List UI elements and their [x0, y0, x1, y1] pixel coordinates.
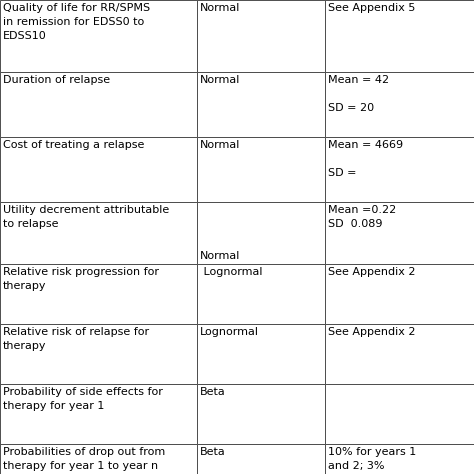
Text: Relative risk of relapse for
therapy: Relative risk of relapse for therapy	[3, 327, 149, 351]
Text: Lognormal: Lognormal	[200, 327, 258, 337]
Bar	[197, 0, 325, 72]
Bar	[325, 324, 474, 384]
Bar	[325, 264, 474, 324]
Bar	[0, 72, 197, 137]
Bar	[325, 137, 474, 202]
Bar	[197, 264, 325, 324]
Bar	[0, 444, 197, 474]
Text: Beta: Beta	[200, 447, 225, 457]
Bar	[325, 202, 474, 264]
Text: See Appendix 5: See Appendix 5	[328, 3, 415, 13]
Text: Mean = 42

SD = 20: Mean = 42 SD = 20	[328, 75, 389, 113]
Bar	[0, 384, 197, 444]
Bar	[197, 137, 325, 202]
Bar	[197, 444, 325, 474]
Text: Utility decrement attributable
to relapse: Utility decrement attributable to relaps…	[3, 205, 169, 229]
Text: Normal: Normal	[200, 75, 240, 85]
Bar	[0, 0, 197, 72]
Text: Normal: Normal	[200, 251, 240, 261]
Text: Beta: Beta	[200, 387, 225, 397]
Bar	[325, 0, 474, 72]
Bar	[0, 264, 197, 324]
Bar	[325, 444, 474, 474]
Text: Normal: Normal	[200, 3, 240, 13]
Bar	[0, 324, 197, 384]
Text: 10% for years 1
and 2; 3%
thereafter: 10% for years 1 and 2; 3% thereafter	[328, 447, 416, 474]
Bar	[325, 72, 474, 137]
Bar	[0, 202, 197, 264]
Text: Probability of side effects for
therapy for year 1: Probability of side effects for therapy …	[3, 387, 163, 411]
Text: Lognormal: Lognormal	[200, 267, 262, 277]
Text: Normal: Normal	[200, 140, 240, 150]
Text: Quality of life for RR/SPMS
in remission for EDSS0 to
EDSS10: Quality of life for RR/SPMS in remission…	[3, 3, 150, 41]
Text: Mean = 4669

SD =: Mean = 4669 SD =	[328, 140, 402, 178]
Bar	[197, 202, 325, 264]
Text: Cost of treating a relapse: Cost of treating a relapse	[3, 140, 144, 150]
Text: See Appendix 2: See Appendix 2	[328, 327, 415, 337]
Bar	[325, 384, 474, 444]
Text: Mean =0.22
SD  0.089: Mean =0.22 SD 0.089	[328, 205, 396, 229]
Text: Relative risk progression for
therapy: Relative risk progression for therapy	[3, 267, 159, 291]
Text: See Appendix 2: See Appendix 2	[328, 267, 415, 277]
Bar	[197, 72, 325, 137]
Bar	[0, 137, 197, 202]
Bar	[197, 324, 325, 384]
Text: Duration of relapse: Duration of relapse	[3, 75, 110, 85]
Bar	[197, 384, 325, 444]
Text: Probabilities of drop out from
therapy for year 1 to year n: Probabilities of drop out from therapy f…	[3, 447, 165, 471]
